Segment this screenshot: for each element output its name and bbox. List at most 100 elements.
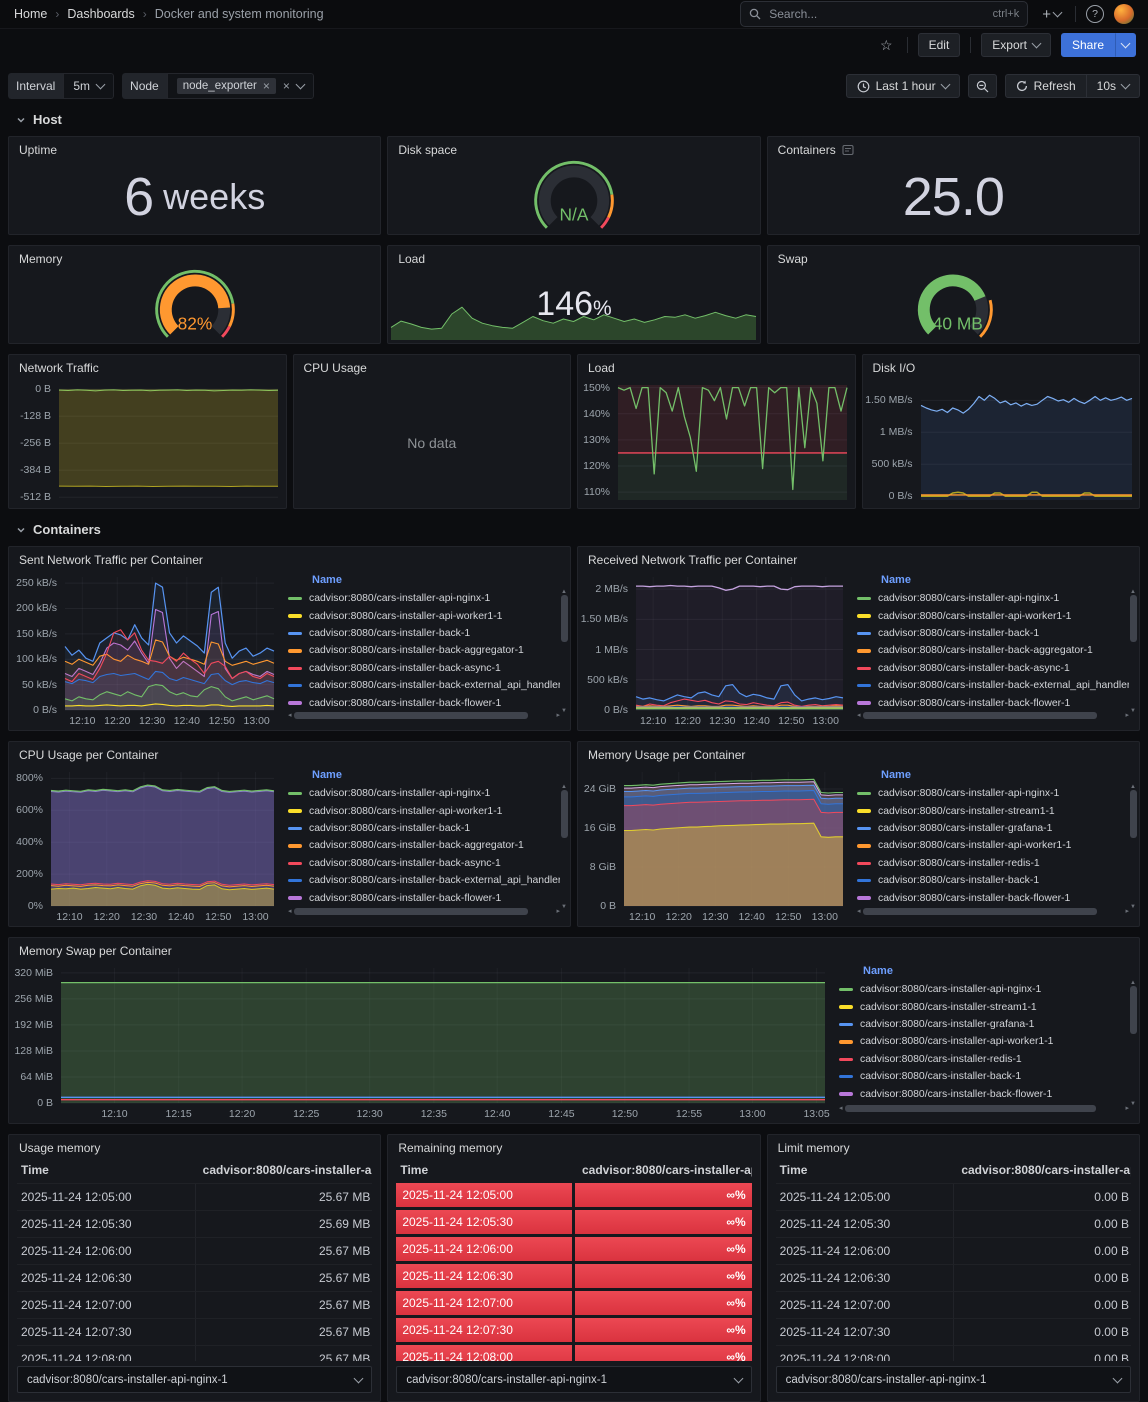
load-sparkline-chart[interactable] [389,296,758,342]
panel-title[interactable]: Memory Swap per Container [19,944,172,958]
legend-item[interactable]: cadvisor:8080/cars-installer-back-1 [839,1068,1129,1085]
cpu-per-container-chart[interactable]: 0% 200% 400% 600% 800% 12:10 12:20 12:30 12:40 12… [9,764,282,926]
legend-item[interactable]: cadvisor:8080/cars-installer-api-worker1… [839,1033,1129,1050]
panel-title[interactable]: Limit memory [777,1141,850,1155]
legend-item[interactable]: cadvisor:8080/cars-installer-grafana-1 [857,820,1129,837]
legend-item[interactable]: cadvisor:8080/cars-installer-api-nginx-1 [857,785,1129,802]
network-traffic-chart[interactable]: 0 B -128 B -256 B -384 B -512 B [9,377,286,508]
panel-title[interactable]: Containers [768,137,1139,159]
section-host[interactable]: Host [16,112,1132,127]
legend-horizontal-scrollbar[interactable]: ◂ ▸ [288,712,560,719]
legend-name-header[interactable]: Name [881,574,911,586]
panel-title[interactable]: Load [588,361,615,375]
legend-item[interactable]: cadvisor:8080/cars-installer-back-async-… [288,855,560,872]
value-column-header[interactable]: cadvisor:8080/cars-installer-api-nginx-1 [202,1163,373,1177]
legend-horizontal-scrollbar[interactable]: ◂ ▸ [288,908,560,915]
panel-title[interactable]: Disk I/O [872,361,916,375]
search-box[interactable]: ctrl+k [740,1,1029,27]
legend-name-header[interactable]: Name [312,769,342,781]
favorite-button[interactable]: ☆ [876,33,897,57]
refresh-button[interactable]: Refresh [1004,74,1087,98]
time-range-picker[interactable]: Last 1 hour [845,74,960,98]
memory-per-container-chart[interactable]: 0 B 8 GiB 16 GiB 24 GiB 12:10 12:20 12:30 12:40… [578,764,851,926]
legend-item[interactable]: cadvisor:8080/cars-installer-back-async-… [857,660,1129,677]
legend-item[interactable]: cadvisor:8080/cars-installer-back-flower… [857,889,1129,905]
legend-item[interactable]: cadvisor:8080/cars-installer-api-nginx-1 [288,590,560,607]
legend-item[interactable]: cadvisor:8080/cars-installer-api-worker1… [857,607,1129,624]
legend-item[interactable]: cadvisor:8080/cars-installer-back-1 [857,872,1129,889]
share-button[interactable]: Share [1060,33,1115,57]
search-input[interactable] [767,6,987,22]
value-column-header[interactable]: cadvisor:8080/cars-installer-api-nginx-1 [961,1163,1131,1177]
legend-item[interactable]: cadvisor:8080/cars-installer-back-1 [857,625,1129,642]
panel-title[interactable]: Disk space [398,143,458,157]
legend-item[interactable]: cadvisor:8080/cars-installer-back-extern… [288,677,560,694]
legend-vertical-scrollbar[interactable]: ▲ ▼ [1129,784,1137,910]
edit-button[interactable]: Edit [917,33,961,57]
legend-item[interactable]: cadvisor:8080/cars-installer-api-nginx-1 [288,785,560,802]
legend-vertical-scrollbar[interactable]: ▲ ▼ [560,589,568,714]
node-select[interactable]: node_exporter × × [166,73,314,99]
legend-item[interactable]: cadvisor:8080/cars-installer-redis-1 [839,1051,1129,1068]
add-button[interactable]: + [1038,4,1065,25]
legend-name-header[interactable]: Name [863,965,893,977]
node-tag[interactable]: node_exporter × [176,78,276,94]
legend-item[interactable]: cadvisor:8080/cars-installer-redis-1 [857,855,1129,872]
legend-item[interactable]: cadvisor:8080/cars-installer-back-aggreg… [288,642,560,659]
legend-item[interactable]: cadvisor:8080/cars-installer-back-flower… [288,694,560,709]
disk-io-chart[interactable]: 0 B/s 500 kB/s 1 MB/s 1.50 MB/s [863,377,1140,508]
avatar[interactable] [1114,4,1134,24]
legend-vertical-scrollbar[interactable]: ▲ ▼ [1129,980,1137,1107]
panel-title[interactable]: CPU Usage per Container [19,748,159,762]
legend-name-header[interactable]: Name [881,769,911,781]
panel-title[interactable]: Sent Network Traffic per Container [19,553,203,567]
breadcrumb-home[interactable]: Home [14,7,48,21]
container-select[interactable]: cadvisor:8080/cars-installer-api-nginx-1 [775,1366,1131,1393]
legend-item[interactable]: cadvisor:8080/cars-installer-back-extern… [857,677,1129,694]
swap-per-container-chart[interactable]: 0 B 64 MiB 128 MiB 192 MiB 256 MiB 320 MiB 12:… [9,960,833,1123]
interval-select[interactable]: 5m [63,73,115,99]
clear-all-icon[interactable]: × [282,79,290,93]
load-graph-chart[interactable]: 110% 120% 130% 140% 150% [578,377,855,508]
time-column-header[interactable]: Time [21,1163,49,1177]
legend-name-header[interactable]: Name [312,574,342,586]
legend-item[interactable]: cadvisor:8080/cars-installer-back-flower… [839,1085,1129,1102]
panel-title[interactable]: Load [398,252,426,266]
received-network-chart[interactable]: 0 B/s 500 kB/s 1 MB/s 1.50 MB/s 2 MB/s 12:10 1… [578,569,851,730]
legend-item[interactable]: cadvisor:8080/cars-installer-back-1 [288,820,560,837]
refresh-interval-select[interactable]: 10s [1086,74,1140,98]
legend-item[interactable]: cadvisor:8080/cars-installer-back-aggreg… [857,642,1129,659]
panel-title[interactable]: Remaining memory [398,1141,503,1155]
legend-item[interactable]: cadvisor:8080/cars-installer-stream1-1 [857,802,1129,819]
legend-item[interactable]: cadvisor:8080/cars-installer-back-extern… [288,872,560,889]
time-column-header[interactable]: Time [400,1163,429,1177]
legend-vertical-scrollbar[interactable]: ▲ ▼ [1129,589,1137,714]
panel-title[interactable]: Swap [777,252,808,266]
breadcrumb-dashboards[interactable]: Dashboards [67,7,135,21]
legend-item[interactable]: cadvisor:8080/cars-installer-back-aggreg… [288,837,560,854]
legend-item[interactable]: cadvisor:8080/cars-installer-back-flower… [288,889,560,905]
legend-horizontal-scrollbar[interactable]: ◂ ▸ [839,1105,1129,1112]
panel-title[interactable]: Memory [19,252,63,266]
legend-horizontal-scrollbar[interactable]: ◂ ▸ [857,712,1129,719]
legend-item[interactable]: cadvisor:8080/cars-installer-back-1 [288,625,560,642]
legend-item[interactable]: cadvisor:8080/cars-installer-api-worker1… [288,607,560,624]
legend-horizontal-scrollbar[interactable]: ◂ ▸ [857,908,1129,915]
container-select[interactable]: cadvisor:8080/cars-installer-api-nginx-1 [17,1366,373,1393]
legend-item[interactable]: cadvisor:8080/cars-installer-api-worker1… [288,802,560,819]
panel-title[interactable]: Uptime [19,143,58,157]
legend-item[interactable]: cadvisor:8080/cars-installer-grafana-1 [839,1016,1129,1033]
panel-title[interactable]: Memory Usage per Container [588,748,746,762]
legend-item[interactable]: cadvisor:8080/cars-installer-api-worker1… [857,837,1129,854]
legend-item[interactable]: cadvisor:8080/cars-installer-back-async-… [288,660,560,677]
legend-item[interactable]: cadvisor:8080/cars-installer-api-nginx-1 [839,981,1129,998]
legend-item[interactable]: cadvisor:8080/cars-installer-api-nginx-1 [857,590,1129,607]
panel-title[interactable]: CPU Usage [303,361,367,375]
time-column-header[interactable]: Time [779,1163,808,1177]
value-column-header[interactable]: cadvisor:8080/cars-installer-api-nginx-1 [581,1163,752,1177]
section-containers[interactable]: Containers [16,522,1132,537]
help-button[interactable]: ? [1086,5,1104,23]
container-select[interactable]: cadvisor:8080/cars-installer-api-nginx-1 [396,1366,752,1393]
panel-info-icon[interactable] [842,144,854,156]
panel-title[interactable]: Usage memory [19,1141,101,1155]
